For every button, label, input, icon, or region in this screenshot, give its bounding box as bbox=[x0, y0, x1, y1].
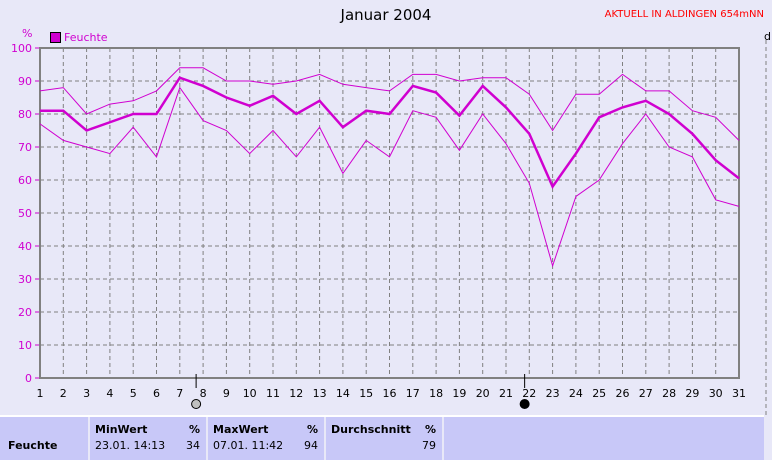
x-tick-label: 20 bbox=[476, 387, 490, 400]
x-tick-label: 27 bbox=[639, 387, 653, 400]
x-tick-label: 8 bbox=[200, 387, 207, 400]
full-moon-icon bbox=[191, 399, 202, 409]
x-tick-label: 17 bbox=[406, 387, 420, 400]
x-tick-label: 30 bbox=[709, 387, 723, 400]
new-moon-icon bbox=[519, 399, 530, 409]
legend: Feuchte bbox=[50, 31, 108, 44]
stats-table: Feuchte MinWert% 23.01. 14:13 34 MaxWert% 0… bbox=[0, 415, 764, 460]
y-tick-label: 90 bbox=[18, 75, 32, 88]
x-tick-label: 25 bbox=[592, 387, 606, 400]
x-tick-label: 7 bbox=[176, 387, 183, 400]
y-axis-unit: % bbox=[22, 27, 33, 40]
x-tick-label: 24 bbox=[569, 387, 583, 400]
x-tick-label: 23 bbox=[546, 387, 560, 400]
max-unit: % bbox=[306, 423, 318, 436]
x-tick-label: 26 bbox=[616, 387, 630, 400]
x-tick-label: 2 bbox=[60, 387, 67, 400]
series-line-max bbox=[39, 67, 740, 141]
x-tick-label: 9 bbox=[223, 387, 230, 400]
min-date: 23.01. 14:13 bbox=[95, 439, 166, 452]
x-tick-label: 11 bbox=[266, 387, 280, 400]
x-tick-label: 6 bbox=[153, 387, 160, 400]
right-axis-label: d bbox=[764, 30, 771, 43]
x-tick-label: 13 bbox=[313, 387, 327, 400]
plot-frame bbox=[39, 47, 740, 379]
min-header: MinWert bbox=[95, 423, 148, 436]
max-value: 94 bbox=[304, 439, 318, 452]
avg-value: 79 bbox=[422, 439, 436, 452]
y-tick-label: 100 bbox=[11, 42, 32, 55]
x-tick-label: 29 bbox=[685, 387, 699, 400]
x-tick-label: 12 bbox=[289, 387, 303, 400]
chart-title: Januar 2004 bbox=[340, 6, 432, 24]
x-tick-label: 28 bbox=[662, 387, 676, 400]
max-header: MaxWert bbox=[213, 423, 269, 436]
x-tick-label: 5 bbox=[130, 387, 137, 400]
legend-swatch bbox=[50, 32, 61, 43]
avg-unit: % bbox=[424, 423, 436, 436]
x-tick-label: 18 bbox=[429, 387, 443, 400]
min-value: 34 bbox=[186, 439, 200, 452]
y-tick-label: 0 bbox=[25, 372, 32, 385]
y-tick-label: 30 bbox=[18, 273, 32, 286]
location-label: AKTUELL IN ALDINGEN 654mNN bbox=[604, 9, 764, 20]
x-tick-label: 1 bbox=[37, 387, 44, 400]
x-tick-label: 21 bbox=[499, 387, 513, 400]
x-tick-label: 22 bbox=[522, 387, 536, 400]
x-tick-label: 3 bbox=[83, 387, 90, 400]
y-tick-label: 50 bbox=[18, 207, 32, 220]
row-label: Feuchte bbox=[8, 439, 58, 452]
series-line-min bbox=[39, 86, 740, 268]
max-date: 07.01. 11:42 bbox=[213, 439, 284, 452]
x-tick-label: 14 bbox=[336, 387, 350, 400]
min-unit: % bbox=[188, 423, 200, 436]
avg-header: Durchschnitt bbox=[331, 423, 411, 436]
x-tick-label: 10 bbox=[243, 387, 257, 400]
y-tick-label: 40 bbox=[18, 240, 32, 253]
series-line-mean bbox=[40, 76, 740, 190]
y-tick-label: 70 bbox=[18, 141, 32, 154]
x-tick-label: 19 bbox=[452, 387, 466, 400]
x-tick-label: 16 bbox=[383, 387, 397, 400]
x-tick-label: 15 bbox=[359, 387, 373, 400]
y-tick-label: 60 bbox=[18, 174, 32, 187]
y-tick-label: 20 bbox=[18, 306, 32, 319]
legend-label: Feuchte bbox=[64, 31, 108, 44]
x-tick-label: 31 bbox=[732, 387, 746, 400]
y-tick-label: 10 bbox=[18, 339, 32, 352]
y-tick-label: 80 bbox=[18, 108, 32, 121]
x-tick-label: 4 bbox=[106, 387, 113, 400]
